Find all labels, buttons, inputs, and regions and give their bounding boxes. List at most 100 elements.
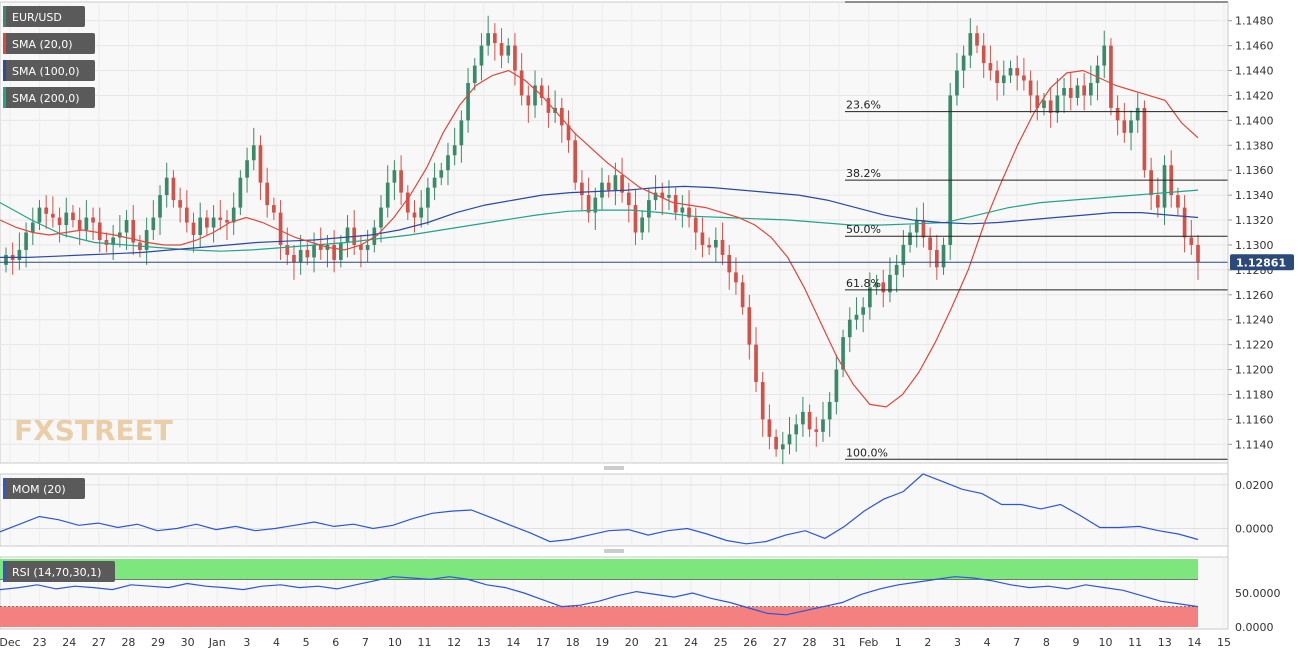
rsi-line bbox=[0, 576, 1199, 616]
candle bbox=[318, 244, 323, 250]
candle bbox=[1008, 68, 1013, 76]
time-tick-label: 12 bbox=[447, 636, 461, 649]
candle bbox=[606, 182, 611, 191]
rsi-badge[interactable] bbox=[3, 561, 115, 582]
price-tick-label: 1.1300 bbox=[1235, 239, 1274, 252]
candle bbox=[559, 107, 564, 126]
sma-200-line bbox=[0, 189, 1199, 252]
time-tick-label: 11 bbox=[1128, 636, 1142, 649]
candle bbox=[787, 434, 792, 445]
candle bbox=[1028, 80, 1033, 96]
candle bbox=[493, 33, 497, 44]
rsi-tick-label: 0.0000 bbox=[1235, 621, 1274, 634]
candle bbox=[184, 207, 189, 223]
candle bbox=[472, 65, 477, 83]
indicator-badge[interactable] bbox=[3, 6, 85, 27]
indicator-color-marker bbox=[3, 33, 6, 54]
candle bbox=[693, 217, 698, 233]
price-tick-label: 1.1220 bbox=[1235, 339, 1274, 352]
candle bbox=[466, 82, 470, 121]
time-tick-label: 29 bbox=[151, 636, 165, 649]
candle bbox=[747, 307, 752, 345]
candle bbox=[620, 175, 624, 193]
candle bbox=[1042, 100, 1046, 108]
candle bbox=[211, 217, 216, 228]
candle bbox=[332, 244, 336, 260]
candle bbox=[1035, 95, 1040, 108]
indicator-badge[interactable] bbox=[3, 87, 95, 108]
candle bbox=[1095, 65, 1100, 83]
fxstreet-logo: FXSTREET bbox=[14, 414, 173, 447]
price-tick-label: 1.1420 bbox=[1235, 89, 1274, 102]
price-tick-label: 1.1320 bbox=[1235, 214, 1274, 227]
candle bbox=[546, 97, 551, 113]
candle bbox=[144, 230, 149, 250]
indicator-badge[interactable] bbox=[3, 60, 95, 81]
candle bbox=[707, 244, 711, 248]
candle bbox=[941, 244, 946, 268]
current-price-badge bbox=[1230, 254, 1294, 271]
candle bbox=[881, 282, 886, 293]
time-tick-label: 8 bbox=[1043, 636, 1050, 649]
candle bbox=[981, 45, 986, 64]
candle bbox=[405, 192, 410, 213]
candle bbox=[298, 249, 303, 263]
candle bbox=[359, 244, 363, 250]
candle bbox=[894, 264, 899, 275]
candle bbox=[506, 45, 511, 56]
indicator-color-marker bbox=[3, 60, 6, 81]
candle bbox=[1001, 75, 1006, 83]
candle bbox=[1142, 107, 1147, 171]
candle bbox=[914, 220, 919, 233]
time-tick-label: Dec bbox=[0, 636, 21, 649]
candle bbox=[908, 232, 912, 245]
candle bbox=[265, 182, 270, 206]
candle bbox=[868, 287, 872, 308]
candle bbox=[345, 227, 350, 243]
candle bbox=[338, 242, 343, 260]
candle bbox=[847, 319, 852, 338]
candle bbox=[251, 145, 256, 161]
candle bbox=[17, 249, 22, 260]
candle bbox=[205, 217, 209, 228]
candle bbox=[961, 55, 966, 71]
candle bbox=[104, 239, 109, 245]
candle bbox=[834, 369, 839, 402]
time-tick-label: 3 bbox=[954, 636, 961, 649]
candle bbox=[459, 120, 464, 146]
candle bbox=[948, 95, 953, 245]
price-tick-label: 1.1340 bbox=[1235, 189, 1274, 202]
time-tick-label: 2 bbox=[924, 636, 931, 649]
candle bbox=[178, 200, 182, 208]
candle bbox=[760, 382, 765, 420]
momentum-panel bbox=[0, 473, 1229, 547]
time-tick-label: 15 bbox=[1217, 636, 1231, 649]
candle bbox=[452, 145, 457, 156]
candle bbox=[312, 244, 316, 258]
candle bbox=[1089, 82, 1093, 96]
candle bbox=[1022, 75, 1026, 81]
fibonacci-level-label: 50.0% bbox=[846, 223, 881, 236]
indicator-color-marker bbox=[3, 6, 6, 27]
candle bbox=[91, 217, 95, 223]
momentum-tick-label: 0.0000 bbox=[1235, 523, 1274, 536]
candle bbox=[118, 232, 122, 238]
candle bbox=[191, 222, 196, 235]
candle bbox=[30, 222, 35, 233]
rsi-oversold-zone bbox=[0, 606, 1198, 627]
rsi-tick-label: 50.0000 bbox=[1235, 587, 1281, 600]
candle bbox=[653, 192, 658, 201]
time-tick-label: 28 bbox=[121, 636, 135, 649]
time-tick-label: 24 bbox=[62, 636, 76, 649]
momentum-badge[interactable] bbox=[3, 478, 85, 499]
candle bbox=[861, 307, 866, 315]
candle bbox=[573, 140, 578, 183]
candle bbox=[399, 170, 403, 193]
candle bbox=[1176, 195, 1180, 208]
time-tick-label: 23 bbox=[33, 636, 47, 649]
candle bbox=[426, 187, 430, 208]
indicator-badge[interactable] bbox=[3, 33, 95, 54]
candle bbox=[955, 70, 959, 96]
candle bbox=[580, 182, 584, 196]
